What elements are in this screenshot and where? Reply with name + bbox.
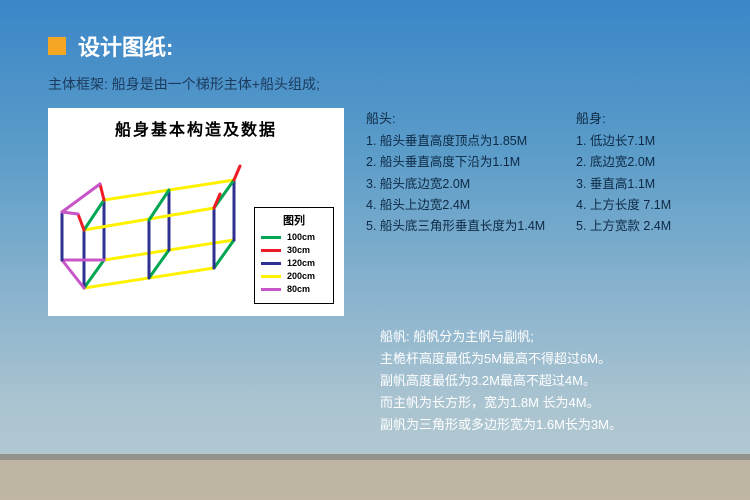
legend-row: 30cm bbox=[261, 245, 327, 255]
list-item: 2. 底边宽2.0M bbox=[576, 152, 696, 173]
legend-swatch bbox=[261, 288, 281, 291]
hull-list: 1. 低边长7.1M2. 底边宽2.0M3. 垂直高1.1M4. 上方长度 7.… bbox=[576, 131, 696, 237]
list-item: 5. 上方宽款 2.4M bbox=[576, 216, 696, 237]
bow-column: 船头: 1. 船头垂直高度顶点为1.85M2. 船头垂直高度下沿为1.1M3. … bbox=[366, 108, 546, 316]
bow-list: 1. 船头垂直高度顶点为1.85M2. 船头垂直高度下沿为1.1M3. 船头底边… bbox=[366, 131, 546, 237]
legend-title: 图列 bbox=[261, 212, 327, 228]
legend-swatch bbox=[261, 236, 281, 239]
list-item: 3. 垂直高1.1M bbox=[576, 174, 696, 195]
hull-title: 船身: bbox=[576, 108, 696, 127]
subtitle-desc: 船身是由一个梯形主体+船头组成; bbox=[108, 76, 320, 92]
subtitle: 主体框架: 船身是由一个梯形主体+船头组成; bbox=[0, 62, 750, 94]
bow-title: 船头: bbox=[366, 108, 546, 127]
list-item: 4. 船头上边宽2.4M bbox=[366, 195, 546, 216]
list-item: 1. 船头垂直高度顶点为1.85M bbox=[366, 131, 546, 152]
sail-paragraph: 船帆: 船帆分为主帆与副帆;主桅杆高度最低为5M最高不得超过6M。副帆高度最低为… bbox=[0, 316, 750, 436]
diagram-panel: 船身基本构造及数据 bbox=[48, 108, 344, 316]
legend-swatch bbox=[261, 249, 281, 252]
legend-label: 200cm bbox=[287, 271, 315, 281]
list-item: 2. 船头垂直高度下沿为1.1M bbox=[366, 152, 546, 173]
spec-columns: 船头: 1. 船头垂直高度顶点为1.85M2. 船头垂直高度下沿为1.1M3. … bbox=[344, 108, 726, 316]
subtitle-label: 主体框架: bbox=[48, 76, 108, 92]
legend-row: 80cm bbox=[261, 284, 327, 294]
sail-line: 副帆为三角形或多边形宽为1.6M长为3M。 bbox=[380, 414, 726, 436]
hull-column: 船身: 1. 低边长7.1M2. 底边宽2.0M3. 垂直高1.1M4. 上方长… bbox=[576, 108, 696, 316]
list-item: 3. 船头底边宽2.0M bbox=[366, 174, 546, 195]
header: 设计图纸: bbox=[0, 0, 750, 62]
legend-swatch bbox=[261, 275, 281, 278]
sail-line: 主桅杆高度最低为5M最高不得超过6M。 bbox=[380, 348, 726, 370]
legend: 图列 100cm 30cm 120cm 200cm 80cm bbox=[254, 207, 334, 304]
diagram-title: 船身基本构造及数据 bbox=[58, 116, 334, 140]
legend-label: 80cm bbox=[287, 284, 310, 294]
ground-strip bbox=[0, 454, 750, 500]
hull-frame-diagram bbox=[54, 140, 254, 310]
sail-line: 而主帆为长方形，宽为1.8M 长为4M。 bbox=[380, 392, 726, 414]
legend-row: 100cm bbox=[261, 232, 327, 242]
content-row: 船身基本构造及数据 bbox=[0, 94, 750, 316]
legend-label: 120cm bbox=[287, 258, 315, 268]
legend-label: 100cm bbox=[287, 232, 315, 242]
sail-line: 船帆: 船帆分为主帆与副帆; bbox=[380, 326, 726, 348]
list-item: 4. 上方长度 7.1M bbox=[576, 195, 696, 216]
legend-row: 120cm bbox=[261, 258, 327, 268]
header-accent-square bbox=[48, 37, 66, 55]
list-item: 5. 船头底三角形垂直长度为1.4M bbox=[366, 216, 546, 237]
sail-line: 副帆高度最低为3.2M最高不超过4M。 bbox=[380, 370, 726, 392]
legend-row: 200cm bbox=[261, 271, 327, 281]
legend-swatch bbox=[261, 262, 281, 265]
legend-label: 30cm bbox=[287, 245, 310, 255]
page-title: 设计图纸: bbox=[78, 30, 173, 62]
list-item: 1. 低边长7.1M bbox=[576, 131, 696, 152]
